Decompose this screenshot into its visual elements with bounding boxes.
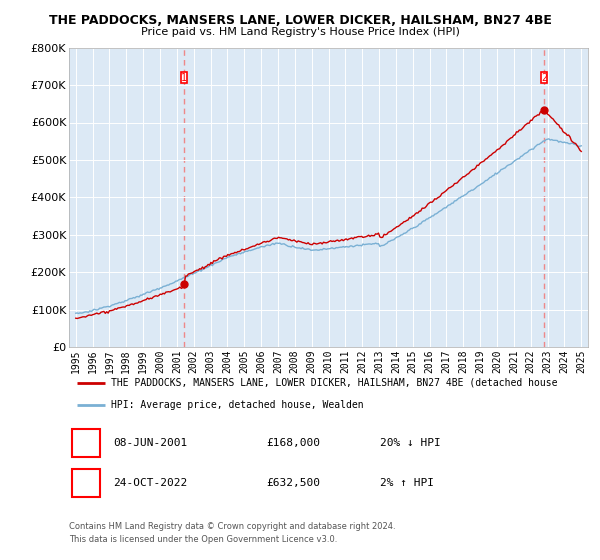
FancyBboxPatch shape [181,72,187,83]
Text: Contains HM Land Registry data © Crown copyright and database right 2024.: Contains HM Land Registry data © Crown c… [69,522,395,531]
Text: This data is licensed under the Open Government Licence v3.0.: This data is licensed under the Open Gov… [69,535,337,544]
Text: 24-OCT-2022: 24-OCT-2022 [113,478,187,488]
Text: Price paid vs. HM Land Registry's House Price Index (HPI): Price paid vs. HM Land Registry's House … [140,27,460,37]
Text: 2% ↑ HPI: 2% ↑ HPI [380,478,434,488]
Text: 08-JUN-2001: 08-JUN-2001 [113,438,187,448]
Text: 2: 2 [541,73,547,82]
Text: 1: 1 [82,437,89,450]
Text: THE PADDOCKS, MANSERS LANE, LOWER DICKER, HAILSHAM, BN27 4BE (detached house: THE PADDOCKS, MANSERS LANE, LOWER DICKER… [110,378,557,388]
Text: 1: 1 [181,73,187,82]
FancyBboxPatch shape [71,469,100,497]
Text: £168,000: £168,000 [266,438,320,448]
Text: THE PADDOCKS, MANSERS LANE, LOWER DICKER, HAILSHAM, BN27 4BE: THE PADDOCKS, MANSERS LANE, LOWER DICKER… [49,14,551,27]
FancyBboxPatch shape [541,72,547,83]
Text: 2: 2 [82,477,89,489]
FancyBboxPatch shape [71,430,100,457]
Text: £632,500: £632,500 [266,478,320,488]
Text: 20% ↓ HPI: 20% ↓ HPI [380,438,441,448]
Text: HPI: Average price, detached house, Wealden: HPI: Average price, detached house, Weal… [110,400,363,410]
